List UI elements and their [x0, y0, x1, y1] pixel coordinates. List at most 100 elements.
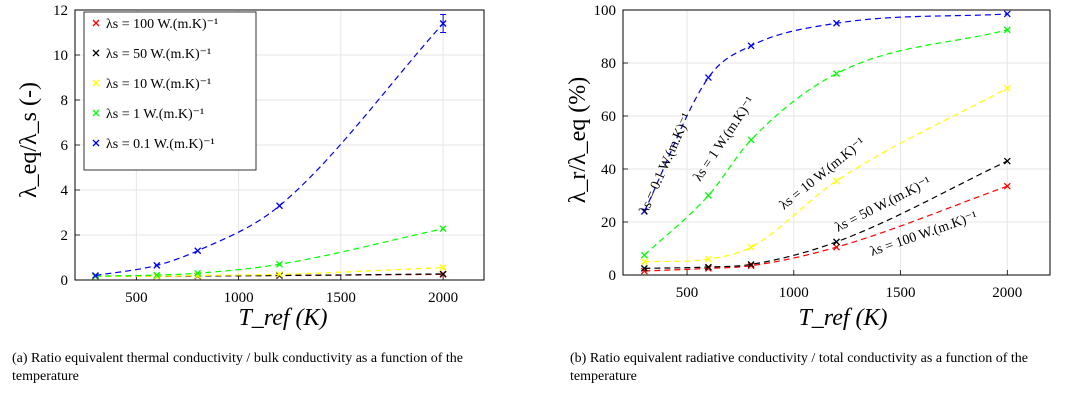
data-point [1003, 26, 1011, 34]
series-s1 [640, 26, 1011, 259]
data-point [704, 192, 712, 199]
chart-a-series [91, 14, 447, 280]
legend-box [83, 11, 257, 171]
series-s01 [91, 14, 447, 279]
legend-label: λs = 0.1 W.(m.K)⁻¹ [106, 137, 215, 152]
data-point [704, 264, 712, 272]
data-point [640, 267, 648, 275]
x-tick-label: 500 [125, 290, 148, 306]
data-point [92, 109, 100, 117]
series-s10 [640, 84, 1011, 266]
data-point [276, 272, 283, 279]
series-annotation: λs = 100 W.(m.K)⁻¹ [868, 209, 979, 260]
x-tick-label: 1500 [326, 290, 356, 306]
chart-a-tick-labels: 500 1000 1500 2000 0 2 4 6 8 10 12 [53, 3, 458, 306]
chart-a-frame [74, 9, 485, 281]
series-s50 [640, 157, 1011, 272]
series-s10 [91, 264, 447, 280]
legend-label: λs = 10 W.(m.K)⁻¹ [106, 77, 211, 92]
data-point [92, 49, 100, 57]
series-annotation: λs = 10 W.(m.K)⁻¹ [777, 135, 868, 213]
legend-label: λs = 1 W.(m.K)⁻¹ [106, 107, 204, 122]
chart-b: 500 1000 1500 2000 0 20 40 60 80 100 λs = 0.1 W.(… [565, 3, 1051, 331]
series-annotation: λs = 0.1 W.(m.K)⁻¹ [637, 111, 695, 216]
y-tick-label: 0 [61, 273, 69, 289]
series-s1 [91, 225, 447, 280]
data-point [92, 79, 100, 87]
series-line [95, 267, 444, 277]
data-point [747, 42, 755, 50]
data-point [276, 202, 283, 210]
chart-b-annotations: λs = 0.1 W.(m.K)⁻¹λs = 1 W.(m.K)⁻¹ λs = 1… [637, 94, 979, 259]
data-point [833, 243, 840, 251]
series-line [95, 228, 444, 277]
y-tick-label: 4 [61, 183, 69, 199]
data-point [92, 139, 100, 147]
series-line [643, 13, 1008, 212]
legend-label: λs = 100 W.(m.K)⁻¹ [106, 17, 218, 32]
chart-b-frame [622, 9, 1051, 276]
y-tick-label: 60 [601, 109, 616, 125]
data-point [747, 136, 755, 144]
caption-b: (b) Ratio equivalent radiative conductiv… [570, 351, 1028, 384]
data-point [153, 261, 161, 269]
data-point [92, 19, 100, 27]
data-point [1003, 84, 1011, 92]
x-tick-label: 2000 [992, 285, 1022, 301]
data-point [747, 243, 755, 251]
chart-a-y-label: λ_eq/λ_s (-) [16, 82, 42, 198]
series-line [644, 87, 1008, 263]
y-tick-label: 80 [601, 56, 616, 72]
x-tick-label: 1000 [224, 290, 254, 306]
data-point [1003, 10, 1011, 18]
y-tick-label: 6 [61, 138, 69, 154]
data-point [640, 207, 648, 215]
y-tick-label: 40 [601, 162, 616, 178]
y-tick-label: 12 [53, 3, 68, 19]
data-point [194, 269, 202, 277]
y-tick-label: 100 [594, 3, 617, 19]
chart-a: 500 1000 1500 2000 0 2 4 6 8 10 12 λs = 100 W.(m.K… [16, 3, 485, 331]
data-point [91, 272, 99, 279]
x-tick-label: 1000 [779, 285, 809, 301]
data-point [704, 263, 712, 271]
data-point [439, 264, 447, 272]
y-tick-label: 20 [601, 215, 616, 231]
chart-b-grid [623, 9, 1050, 276]
data-point [704, 255, 712, 263]
x-tick-label: 1500 [886, 285, 916, 301]
series-line [644, 185, 1008, 272]
data-point [276, 270, 283, 278]
y-tick-label: 10 [53, 48, 68, 64]
data-point [747, 260, 755, 268]
data-point [833, 70, 840, 78]
y-tick-label: 0 [609, 268, 617, 284]
chart-b-tick-labels: 500 1000 1500 2000 0 20 40 60 80 100 [594, 3, 1023, 301]
legend-label: λs = 50 W.(m.K)⁻¹ [106, 47, 211, 62]
data-point [833, 177, 840, 185]
x-tick-label: 2000 [428, 290, 458, 306]
data-point [640, 264, 648, 272]
chart-a-legend: λs = 100 W.(m.K)⁻¹ λs = 50 W.(m.K)⁻¹ λs = … [83, 11, 257, 171]
y-tick-label: 8 [61, 93, 69, 109]
chart-b-y-label: λ_r/λ_eq (%) [565, 77, 591, 204]
series-s100 [640, 182, 1011, 275]
data-point [833, 238, 840, 246]
data-point [747, 262, 755, 270]
series-s01 [640, 10, 1011, 215]
data-point [833, 19, 840, 27]
chart-b-x-label: T_ref (K) [798, 305, 887, 331]
caption-a: (a) Ratio equivalent thermal conductivit… [12, 351, 463, 384]
data-point [640, 251, 648, 259]
data-point [1003, 157, 1011, 165]
data-point [1003, 182, 1011, 190]
x-tick-label: 500 [676, 285, 699, 301]
chart-b-series [640, 10, 1011, 275]
series-annotation: λs = 1 W.(m.K)⁻¹ [691, 94, 758, 184]
data-point [276, 260, 283, 268]
y-tick-label: 2 [61, 228, 69, 244]
data-point [439, 225, 447, 233]
data-point [194, 247, 202, 255]
series-line [95, 23, 444, 277]
data-point [640, 258, 648, 266]
